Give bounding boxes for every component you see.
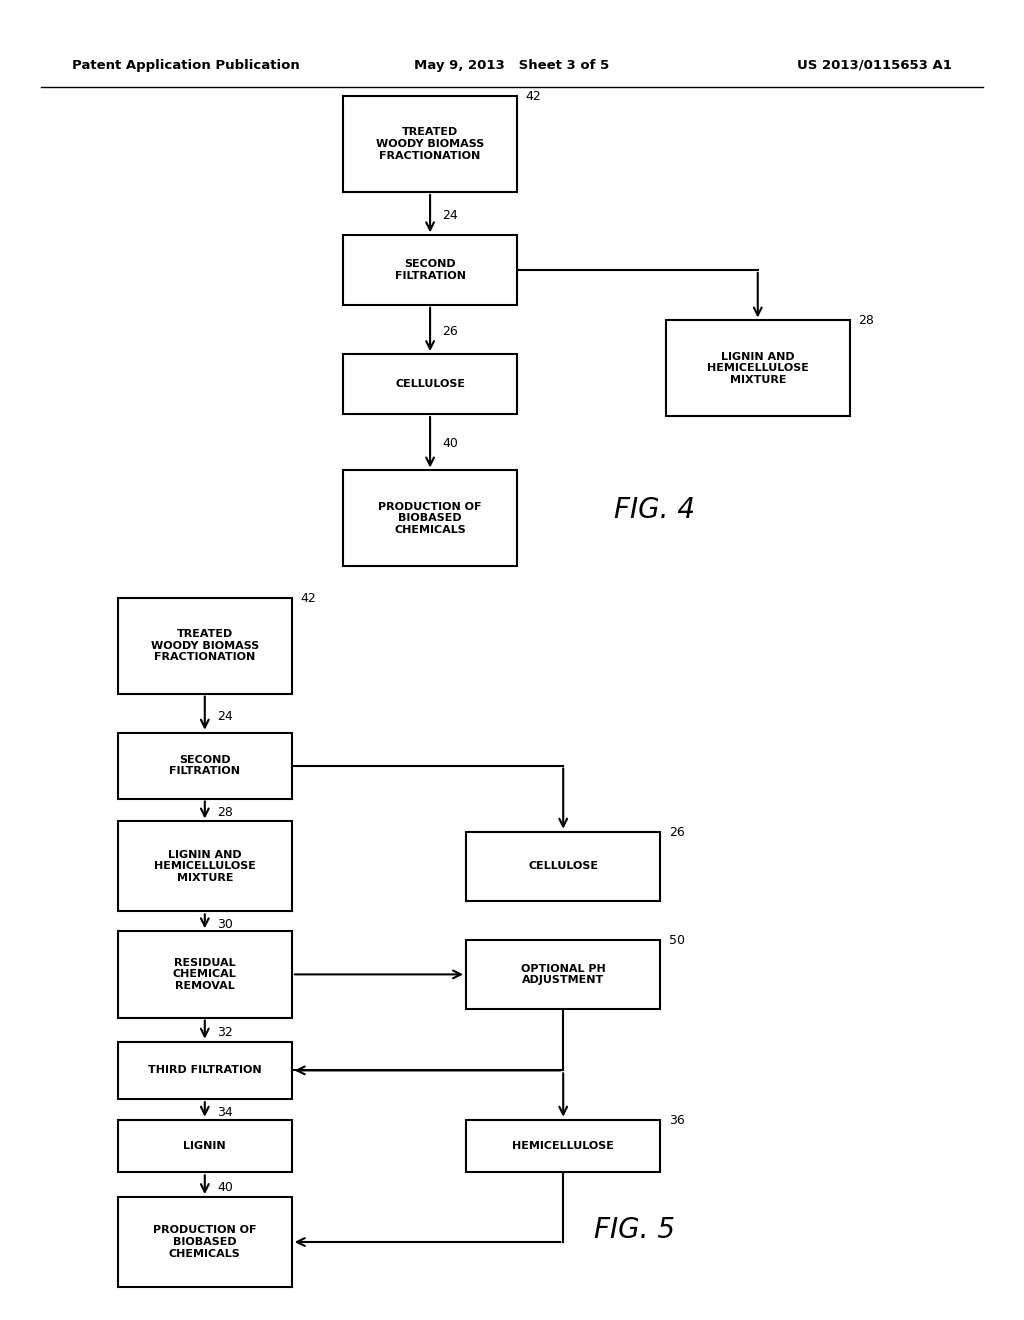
Bar <box>118 1197 292 1287</box>
Text: TREATED
WOODY BIOMASS
FRACTIONATION: TREATED WOODY BIOMASS FRACTIONATION <box>151 630 259 663</box>
Text: 28: 28 <box>217 807 233 820</box>
Bar <box>466 832 660 902</box>
Text: 50: 50 <box>669 933 685 946</box>
Text: 36: 36 <box>669 1114 684 1126</box>
Bar <box>343 96 517 191</box>
Bar <box>118 821 292 911</box>
Bar <box>118 931 292 1018</box>
Text: LIGNIN AND
HEMICELLULOSE
MIXTURE: LIGNIN AND HEMICELLULOSE MIXTURE <box>154 850 256 883</box>
Text: 32: 32 <box>217 1026 232 1039</box>
Bar <box>118 1041 292 1100</box>
Text: THIRD FILTRATION: THIRD FILTRATION <box>148 1065 261 1076</box>
Bar <box>343 235 517 305</box>
Bar <box>466 1119 660 1172</box>
Text: LIGNIN AND
HEMICELLULOSE
MIXTURE: LIGNIN AND HEMICELLULOSE MIXTURE <box>707 352 809 385</box>
Text: 42: 42 <box>525 90 541 103</box>
Text: CELLULOSE: CELLULOSE <box>395 379 465 389</box>
Text: 24: 24 <box>217 710 232 722</box>
Text: 34: 34 <box>217 1106 232 1119</box>
Text: Patent Application Publication: Patent Application Publication <box>72 58 299 71</box>
Text: US 2013/0115653 A1: US 2013/0115653 A1 <box>798 58 952 71</box>
Text: PRODUCTION OF
BIOBASED
CHEMICALS: PRODUCTION OF BIOBASED CHEMICALS <box>378 502 482 535</box>
Text: LIGNIN: LIGNIN <box>183 1140 226 1151</box>
Text: PRODUCTION OF
BIOBASED
CHEMICALS: PRODUCTION OF BIOBASED CHEMICALS <box>153 1225 257 1258</box>
Text: TREATED
WOODY BIOMASS
FRACTIONATION: TREATED WOODY BIOMASS FRACTIONATION <box>376 128 484 161</box>
Bar <box>666 321 850 416</box>
Text: FIG. 5: FIG. 5 <box>594 1216 675 1243</box>
Text: 24: 24 <box>442 209 458 222</box>
Text: 26: 26 <box>442 325 458 338</box>
Bar <box>343 470 517 566</box>
Text: CELLULOSE: CELLULOSE <box>528 862 598 871</box>
Text: SECOND
FILTRATION: SECOND FILTRATION <box>169 755 241 776</box>
Text: 42: 42 <box>300 591 315 605</box>
Text: SECOND
FILTRATION: SECOND FILTRATION <box>394 259 466 281</box>
Bar <box>118 598 292 693</box>
Text: 28: 28 <box>858 314 874 327</box>
Bar <box>118 733 292 799</box>
Text: May 9, 2013   Sheet 3 of 5: May 9, 2013 Sheet 3 of 5 <box>415 58 609 71</box>
Text: HEMICELLULOSE: HEMICELLULOSE <box>512 1140 614 1151</box>
Text: OPTIONAL PH
ADJUSTMENT: OPTIONAL PH ADJUSTMENT <box>521 964 605 985</box>
Text: RESIDUAL
CHEMICAL
REMOVAL: RESIDUAL CHEMICAL REMOVAL <box>173 958 237 991</box>
Text: 26: 26 <box>669 825 684 838</box>
Bar <box>466 940 660 1010</box>
Text: 30: 30 <box>217 917 233 931</box>
Bar <box>343 354 517 414</box>
Text: FIG. 4: FIG. 4 <box>614 496 695 524</box>
Text: 40: 40 <box>442 437 459 450</box>
Text: 40: 40 <box>217 1181 233 1195</box>
Bar <box>118 1119 292 1172</box>
